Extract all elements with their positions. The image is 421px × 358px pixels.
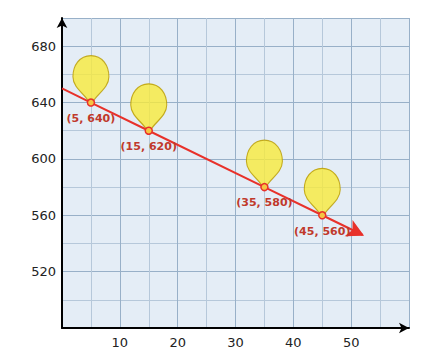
svg-text:560: 560	[31, 208, 56, 223]
svg-text:600: 600	[31, 151, 56, 166]
svg-text:680: 680	[31, 39, 56, 54]
svg-text:20: 20	[169, 335, 186, 350]
svg-text:(35, 580): (35, 580)	[236, 196, 292, 209]
svg-text:520: 520	[31, 264, 56, 279]
svg-text:(5, 640): (5, 640)	[67, 112, 116, 125]
svg-text:(15, 620): (15, 620)	[121, 140, 177, 153]
svg-text:50: 50	[343, 335, 360, 350]
svg-text:(45, 560): (45, 560)	[294, 225, 350, 238]
svg-text:40: 40	[285, 335, 302, 350]
svg-text:10: 10	[112, 335, 129, 350]
svg-text:640: 640	[31, 95, 56, 110]
svg-text:30: 30	[227, 335, 244, 350]
